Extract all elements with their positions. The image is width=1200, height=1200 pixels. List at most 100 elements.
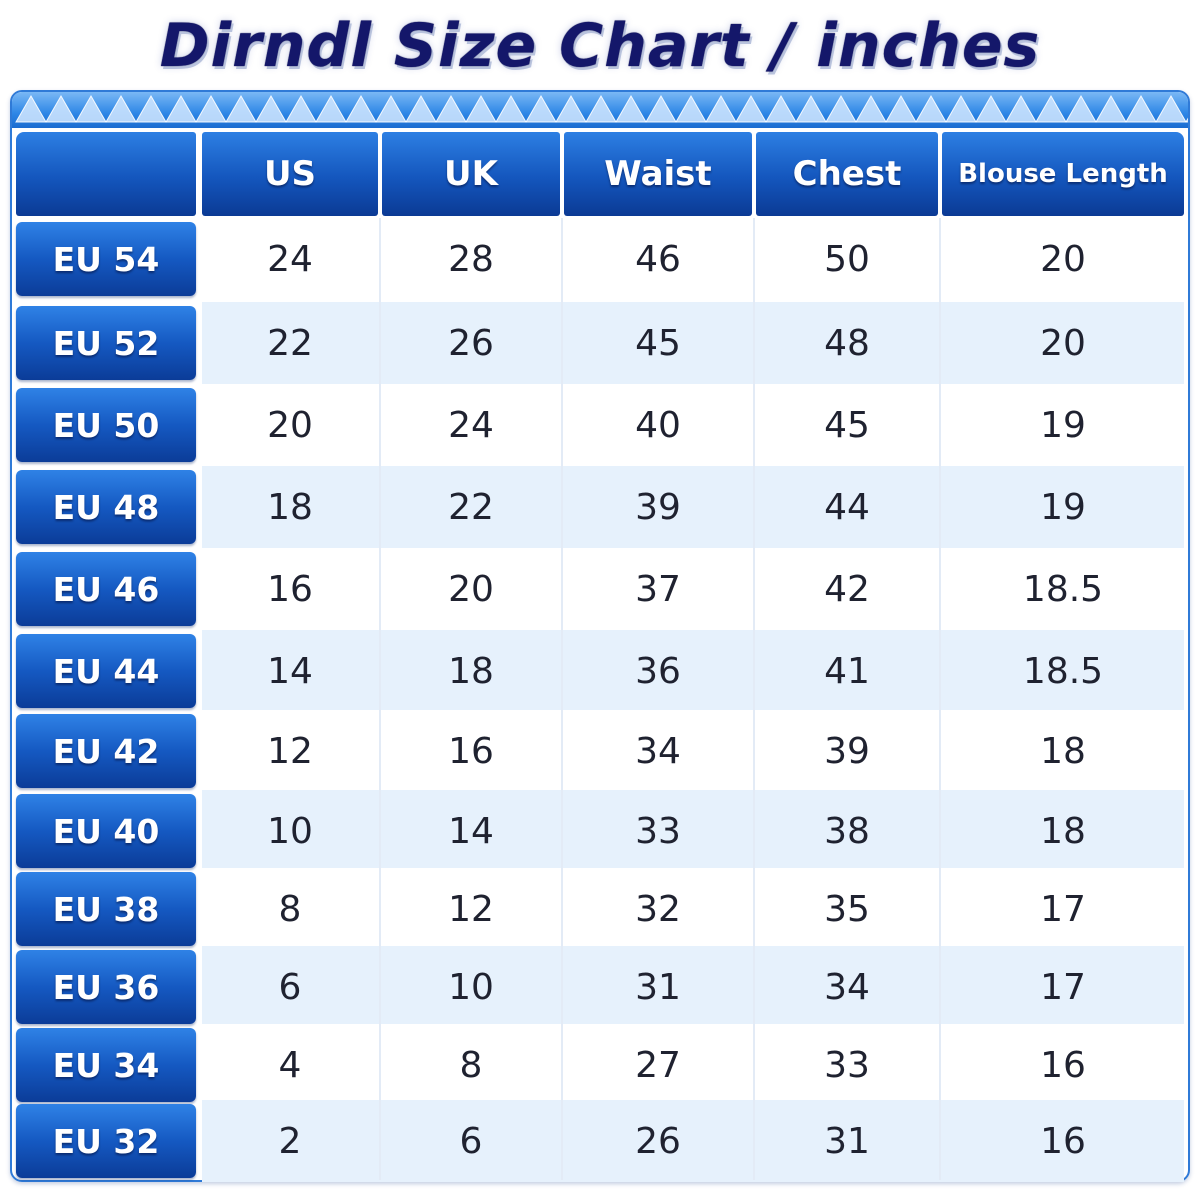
band-triangle	[1065, 94, 1097, 123]
row-label-size: EU 44	[16, 634, 196, 708]
band-triangle	[255, 94, 287, 123]
table-cell: 17	[1040, 966, 1086, 1008]
table-cell: 18	[1040, 810, 1086, 852]
table-cell: 35	[824, 888, 870, 930]
table-cell: 18	[448, 650, 494, 692]
table-row	[202, 302, 1184, 384]
decorative-triangle-band	[12, 92, 1188, 128]
band-triangle	[225, 94, 257, 123]
band-triangle	[15, 94, 47, 123]
table-cell: 6	[459, 1120, 483, 1162]
table-cell: 38	[824, 810, 870, 852]
table-row	[202, 946, 1184, 1028]
table-cell: 18.5	[1022, 650, 1104, 692]
column-divider	[939, 218, 941, 1180]
band-triangle	[795, 94, 827, 123]
table-row	[202, 218, 1184, 300]
band-triangle	[645, 94, 677, 123]
table-cell: 36	[635, 650, 681, 692]
column-divider	[753, 218, 755, 1180]
table-cell: 22	[448, 486, 494, 528]
row-label-size: EU 46	[16, 552, 196, 626]
table-cell: 28	[448, 238, 494, 280]
band-triangle	[315, 94, 347, 123]
band-triangle	[1005, 94, 1037, 123]
band-triangle	[735, 94, 767, 123]
table-cell: 12	[448, 888, 494, 930]
column-header-chest: Chest	[756, 132, 938, 216]
table-cell: 16	[267, 568, 313, 610]
band-triangle	[285, 94, 317, 123]
band-triangle	[405, 94, 437, 123]
band-triangle	[885, 94, 917, 123]
table-cell: 27	[635, 1044, 681, 1086]
table-cell: 34	[824, 966, 870, 1008]
table-cell: 39	[635, 486, 681, 528]
table-cell: 31	[635, 966, 681, 1008]
table-cell: 19	[1040, 486, 1086, 528]
table-cell: 18.5	[1022, 568, 1104, 610]
table-cell: 34	[635, 730, 681, 772]
band-triangle	[375, 94, 407, 123]
table-row	[202, 868, 1184, 950]
column-header-uk: UK	[382, 132, 560, 216]
row-label-size: EU 38	[16, 872, 196, 946]
table-cell: 45	[635, 322, 681, 364]
table-cell: 24	[267, 238, 313, 280]
table-cell: 31	[824, 1120, 870, 1162]
table-cell: 16	[1040, 1044, 1086, 1086]
band-triangle	[465, 94, 497, 123]
table-cell: 14	[448, 810, 494, 852]
table-row	[202, 630, 1184, 712]
table-cell: 26	[448, 322, 494, 364]
table-cell: 45	[824, 404, 870, 446]
band-triangle	[45, 94, 77, 123]
band-triangle	[825, 94, 857, 123]
table-cell: 32	[635, 888, 681, 930]
band-triangle	[1155, 94, 1187, 123]
table-row	[202, 790, 1184, 872]
table-row	[202, 384, 1184, 466]
band-triangle	[585, 94, 617, 123]
band-triangle	[75, 94, 107, 123]
row-label-size: EU 32	[16, 1104, 196, 1178]
band-triangle	[915, 94, 947, 123]
band-triangle	[195, 94, 227, 123]
header-corner	[16, 132, 196, 216]
table-cell: 10	[448, 966, 494, 1008]
row-label-size: EU 36	[16, 950, 196, 1024]
band-triangle	[495, 94, 527, 123]
table-cell: 26	[635, 1120, 681, 1162]
table-row	[202, 466, 1184, 548]
table-cell: 20	[1040, 238, 1086, 280]
band-triangle	[705, 94, 737, 123]
table-cell: 40	[635, 404, 681, 446]
table-cell: 20	[448, 568, 494, 610]
band-triangle	[525, 94, 557, 123]
table-cell: 41	[824, 650, 870, 692]
band-triangle	[105, 94, 137, 123]
table-cell: 17	[1040, 888, 1086, 930]
table-cell: 8	[278, 888, 302, 930]
table-cell: 24	[448, 404, 494, 446]
row-label-size: EU 48	[16, 470, 196, 544]
table-row	[202, 1100, 1184, 1182]
table-cell: 2	[278, 1120, 302, 1162]
table-cell: 22	[267, 322, 313, 364]
page-title: Dirndl Size Chart / inches	[159, 11, 1041, 81]
column-header-us: US	[202, 132, 378, 216]
table-cell: 18	[1040, 730, 1086, 772]
row-label-size: EU 42	[16, 714, 196, 788]
table-cell: 14	[267, 650, 313, 692]
band-triangle	[1185, 117, 1188, 123]
table-cell: 8	[459, 1044, 483, 1086]
row-label-size: EU 34	[16, 1028, 196, 1102]
table-cell: 20	[1040, 322, 1086, 364]
table-cell: 39	[824, 730, 870, 772]
table-cell: 12	[267, 730, 313, 772]
row-label-size: EU 50	[16, 388, 196, 462]
table-cell: 19	[1040, 404, 1086, 446]
band-triangle	[615, 94, 647, 123]
row-label-size: EU 52	[16, 306, 196, 380]
table-cell: 37	[635, 568, 681, 610]
